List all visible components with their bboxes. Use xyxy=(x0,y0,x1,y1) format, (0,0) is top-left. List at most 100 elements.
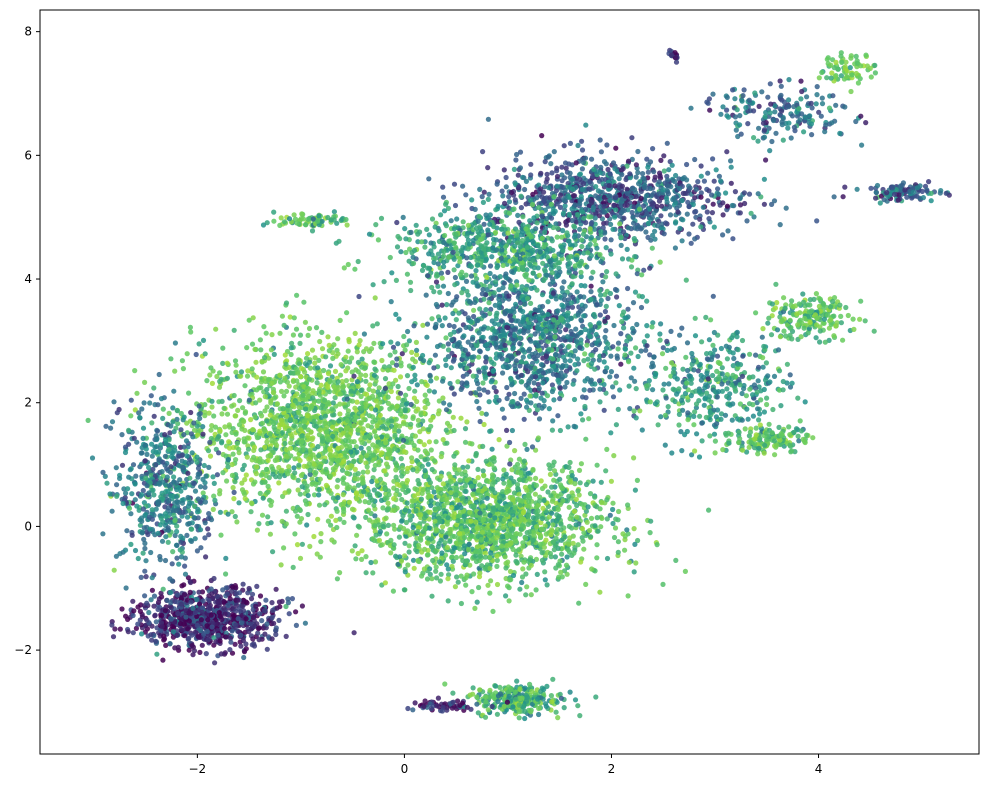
scatter-point xyxy=(630,300,637,306)
scatter-point xyxy=(571,550,577,556)
scatter-point xyxy=(581,358,587,364)
scatter-point xyxy=(389,404,395,410)
scatter-point xyxy=(301,299,307,305)
scatter-point xyxy=(506,585,512,591)
scatter-point xyxy=(452,584,458,590)
scatter-point xyxy=(316,492,322,498)
scatter-point xyxy=(278,417,284,423)
scatter-point xyxy=(316,357,322,363)
scatter-point xyxy=(425,552,431,558)
scatter-point xyxy=(449,337,455,343)
scatter-point xyxy=(417,439,424,445)
scatter-point xyxy=(271,420,277,427)
scatter-point xyxy=(635,148,641,155)
scatter-point xyxy=(366,445,372,452)
scatter-point xyxy=(389,360,396,366)
scatter-point xyxy=(315,444,321,450)
scatter-point xyxy=(282,490,288,496)
scatter-point xyxy=(463,324,469,330)
scatter-point xyxy=(618,331,624,337)
scatter-point xyxy=(536,416,543,422)
scatter-point xyxy=(451,391,457,397)
scatter-point xyxy=(547,550,554,557)
scatter-point xyxy=(419,379,425,385)
scatter-point xyxy=(346,499,353,505)
scatter-point xyxy=(278,468,284,474)
scatter-point xyxy=(482,554,488,560)
scatter-point xyxy=(328,522,334,528)
scatter-point xyxy=(391,496,397,502)
scatter-point xyxy=(501,415,507,421)
scatter-point xyxy=(454,497,460,503)
scatter-point xyxy=(365,469,371,475)
scatter-point xyxy=(608,478,615,484)
scatter-point xyxy=(533,392,539,398)
scatter-point xyxy=(297,423,303,429)
scatter-point xyxy=(447,474,453,480)
scatter-point xyxy=(488,379,494,385)
scatter-point xyxy=(258,472,264,478)
scatter-point xyxy=(322,420,328,426)
scatter-point xyxy=(480,443,486,449)
scatter-point xyxy=(540,505,546,511)
scatter-point xyxy=(580,538,586,544)
scatter-point xyxy=(431,458,438,464)
scatter-point xyxy=(309,390,315,396)
scatter-point xyxy=(588,515,595,522)
scatter-point xyxy=(655,422,661,428)
scatter-point xyxy=(184,420,190,426)
scatter-point xyxy=(443,357,449,363)
scatter-point xyxy=(479,291,485,297)
scatter-point xyxy=(710,156,716,162)
scatter-point xyxy=(520,354,526,360)
scatter-point xyxy=(470,523,476,529)
scatter-point xyxy=(440,437,446,443)
scatter-point xyxy=(409,455,415,461)
scatter-point xyxy=(217,428,223,434)
scatter-point xyxy=(318,531,324,537)
scatter-point xyxy=(237,398,243,404)
scatter-point xyxy=(358,454,364,460)
scatter-point xyxy=(461,543,468,549)
scatter-point xyxy=(372,295,378,301)
scatter-point xyxy=(476,482,483,488)
scatter-point xyxy=(524,584,530,590)
scatter-point xyxy=(394,403,400,409)
scatter-point xyxy=(402,569,408,575)
scatter-point xyxy=(565,424,571,430)
scatter-point xyxy=(531,530,537,536)
scatter-point xyxy=(359,364,365,370)
scatter-point xyxy=(359,400,365,406)
scatter-point xyxy=(480,517,486,523)
scatter-point xyxy=(414,347,420,353)
scatter-point xyxy=(202,413,208,419)
scatter-point xyxy=(354,399,360,405)
scatter-point xyxy=(476,487,482,493)
scatter-point xyxy=(374,423,380,429)
scatter-point xyxy=(362,499,368,505)
scatter-point xyxy=(465,315,471,321)
scatter-point xyxy=(388,299,394,305)
scatter-point xyxy=(482,566,488,572)
scatter-point xyxy=(547,471,554,477)
scatter-point xyxy=(564,322,571,328)
scatter-point xyxy=(467,299,473,305)
scatter-point xyxy=(290,378,296,384)
scatter-point xyxy=(614,294,620,300)
scatter-point xyxy=(325,437,331,443)
scatter-point xyxy=(306,456,312,462)
scatter-point xyxy=(472,605,478,612)
scatter-point xyxy=(276,480,282,486)
scatter-point xyxy=(290,332,296,338)
scatter-point xyxy=(438,537,444,543)
scatter-point xyxy=(587,527,593,534)
scatter-point xyxy=(669,450,675,456)
scatter-point xyxy=(447,538,453,545)
scatter-point xyxy=(603,468,609,474)
scatter-point xyxy=(589,352,595,358)
scatter-point xyxy=(265,457,271,463)
scatter-point xyxy=(453,317,459,323)
scatter-point xyxy=(597,506,603,512)
scatter-point xyxy=(433,526,439,533)
scatter-point xyxy=(449,350,455,356)
